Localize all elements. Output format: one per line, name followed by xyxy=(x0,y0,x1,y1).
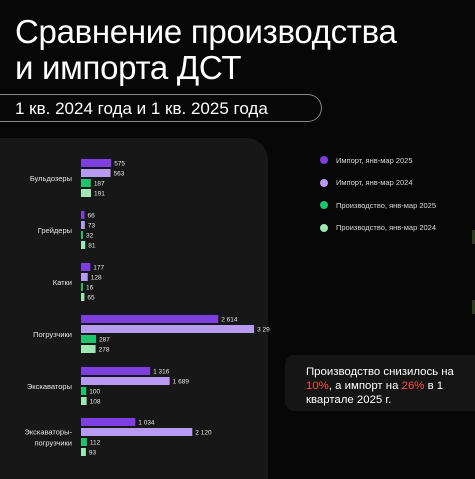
data-label: 3 297 xyxy=(257,327,270,334)
bar xyxy=(81,397,87,405)
data-label: 93 xyxy=(89,450,97,457)
bar xyxy=(81,179,91,187)
bar xyxy=(81,263,91,271)
data-label: 575 xyxy=(114,161,125,168)
legend-swatch xyxy=(320,201,328,209)
edge-decoration xyxy=(472,230,475,244)
bar xyxy=(81,241,86,249)
bar xyxy=(81,169,111,177)
legend-item: Импорт, янв-мар 2024 xyxy=(320,176,470,190)
data-label: 2 120 xyxy=(195,430,212,437)
data-label: 112 xyxy=(90,440,101,447)
bar xyxy=(81,325,255,333)
legend-item: Производство, янв-мар 2024 xyxy=(320,221,470,235)
bar xyxy=(81,428,193,436)
legend-swatch xyxy=(320,223,328,232)
data-label: 108 xyxy=(90,399,101,406)
category-label: Грейдеры xyxy=(38,226,72,235)
bar xyxy=(81,377,170,385)
legend-label: Импорт, янв-мар 2025 xyxy=(336,155,413,165)
subtitle: 1 кв. 2024 года и 1 кв. 2025 года xyxy=(15,99,268,118)
legend-label: Производство, янв-мар 2024 xyxy=(336,223,437,232)
category-label: Погрузчики xyxy=(33,330,72,339)
data-label: 191 xyxy=(94,191,105,198)
data-label: 177 xyxy=(93,265,104,272)
legend-swatch xyxy=(320,178,328,187)
legend-item: Производство, янв-мар 2025 xyxy=(320,198,470,212)
summary-text: Производство снизилось на 10%, а импорт … xyxy=(306,365,474,407)
legend-swatch xyxy=(320,156,328,164)
bar xyxy=(81,335,97,343)
summary-part-3: в 1 квартале 2025 г. xyxy=(306,380,444,406)
title-line-2: и импорта ДСТ xyxy=(15,49,242,86)
data-label: 100 xyxy=(89,389,100,396)
bar xyxy=(81,367,151,375)
bar xyxy=(81,221,85,229)
bar xyxy=(81,387,87,395)
data-label: 16 xyxy=(86,285,94,292)
category-label: Экскаваторы xyxy=(27,382,72,391)
data-label: 563 xyxy=(114,171,125,178)
edge-decoration xyxy=(472,300,475,314)
bar xyxy=(81,189,92,197)
data-label: 66 xyxy=(87,213,95,220)
category-label: Катки xyxy=(53,278,72,287)
data-label: 187 xyxy=(94,181,105,188)
legend-label: Производство, янв-мар 2025 xyxy=(336,200,437,210)
data-label: 65 xyxy=(87,295,95,302)
bar xyxy=(81,283,83,291)
bar xyxy=(81,345,96,353)
summary-note: Производство снизилось на 10%, а импорт … xyxy=(285,355,475,411)
data-label: 1 034 xyxy=(138,420,155,427)
data-label: 1 689 xyxy=(173,379,190,386)
legend-label: Импорт, янв-мар 2024 xyxy=(336,178,413,187)
data-label: 287 xyxy=(99,337,110,344)
summary-pct-import: 26% xyxy=(401,380,425,392)
legend: Импорт, янв-мар 2025 Импорт, янв-мар 202… xyxy=(320,153,470,243)
data-label: 73 xyxy=(88,223,96,230)
bar xyxy=(81,273,88,281)
bar xyxy=(81,438,87,446)
bar xyxy=(81,293,85,301)
data-label: 2 614 xyxy=(221,317,238,324)
bar xyxy=(81,211,85,219)
bar xyxy=(81,418,136,426)
summary-pct-production: 10% xyxy=(306,380,329,392)
category-label: Экскаваторы- xyxy=(24,428,72,437)
category-label: погрузчики xyxy=(34,439,72,448)
page-title: Сравнение производства и импорта ДСТ xyxy=(15,14,397,86)
bar xyxy=(81,448,86,456)
data-label: 81 xyxy=(88,243,96,250)
bar xyxy=(81,231,83,239)
subtitle-pill: 1 кв. 2024 года и 1 кв. 2025 года xyxy=(0,94,322,122)
data-label: 278 xyxy=(99,347,110,354)
bar xyxy=(81,159,112,167)
bar xyxy=(81,315,219,323)
summary-part-2: , а импорт на xyxy=(328,380,402,392)
legend-item: Импорт, янв-мар 2025 xyxy=(320,153,470,167)
data-label: 1 316 xyxy=(153,369,170,376)
data-label: 32 xyxy=(86,233,94,240)
bar-chart: Бульдозеры 575 563 187 191 Грейдеры 66 73 32 81 Ка… xyxy=(24,159,270,457)
category-label: Бульдозеры xyxy=(30,174,72,183)
title-line-1: Сравнение производства xyxy=(15,13,397,50)
data-label: 128 xyxy=(91,275,102,282)
summary-part-1: Производство снизилось на xyxy=(306,366,454,378)
